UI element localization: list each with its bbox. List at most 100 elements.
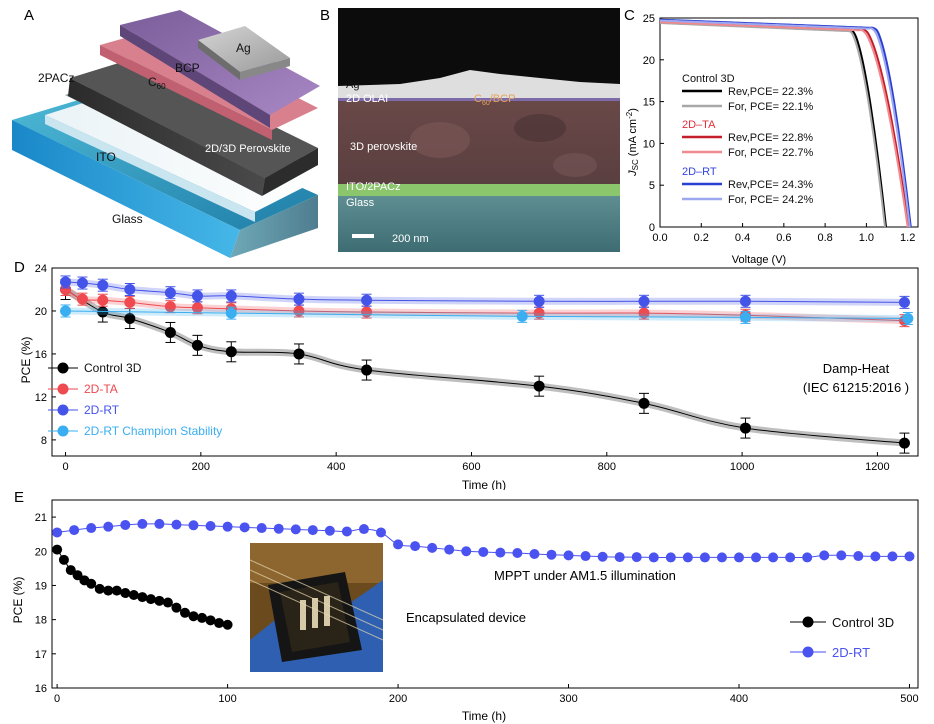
jv-ytick-label: 25 — [643, 13, 655, 25]
sem-label-olai: 2D OLAI — [346, 93, 388, 105]
damp-heat-xtick-label: 1200 — [865, 461, 889, 473]
mppt-legend-marker — [802, 646, 814, 658]
jv-ylabel: JSC (mA cm-2) — [625, 108, 640, 177]
mppt-point — [162, 597, 173, 608]
mppt-point — [188, 611, 199, 622]
damp-heat-legend-marker — [57, 404, 69, 416]
mppt-point — [52, 544, 63, 555]
mppt-point — [341, 526, 352, 537]
jv-xtick-label: 0.4 — [735, 232, 750, 244]
damp-heat-legend-label: Control 3D — [84, 361, 142, 375]
mppt-point — [785, 552, 796, 563]
mppt-point — [853, 551, 864, 562]
damp-heat-ytick-label: 20 — [35, 306, 47, 318]
mppt-point — [393, 539, 404, 550]
mppt-point — [580, 551, 591, 562]
label-perovskite: 2D/3D Perovskite — [205, 143, 291, 155]
mppt-point — [546, 549, 557, 560]
damp-heat-point — [164, 326, 176, 338]
mppt-point — [111, 585, 122, 596]
jv-xtick-label: 1.2 — [900, 232, 915, 244]
damp-heat-point — [739, 422, 751, 434]
damp-heat-point — [191, 290, 203, 302]
jv-legend-label: Rev,PCE= 22.3% — [728, 86, 813, 98]
damp-heat-xtick-label: 400 — [327, 461, 345, 473]
mppt-xtick-label: 100 — [218, 693, 236, 705]
mppt-point — [52, 527, 63, 538]
mppt-point — [72, 570, 83, 581]
damp-heat-point — [638, 397, 650, 409]
damp-heat-point — [60, 305, 72, 317]
damp-heat-point — [76, 293, 88, 305]
damp-heat-point — [638, 307, 650, 319]
jv-curve-5 — [659, 19, 911, 228]
damp-heat-point — [902, 312, 914, 324]
mppt-point — [290, 524, 301, 535]
mppt-ytick-label: 16 — [35, 683, 47, 695]
jv-xtick-label: 0.0 — [652, 232, 667, 244]
mppt-point — [410, 541, 421, 552]
damp-heat-point — [361, 294, 373, 306]
mppt-point — [222, 521, 233, 532]
mppt-point — [427, 542, 438, 553]
mppt-point — [887, 551, 898, 562]
ag-layer — [198, 26, 290, 72]
mppt-point — [836, 550, 847, 561]
damp-heat-point — [533, 380, 545, 392]
damp-heat-point — [164, 287, 176, 299]
jv-legend-label: Rev,PCE= 24.3% — [728, 179, 813, 191]
damp-heat-point — [898, 437, 910, 449]
device-stack-illustration: A Ag BCP C60 2PACz 2D/3D Perovskite ITO … — [12, 7, 320, 258]
mppt-legend-marker — [802, 616, 814, 628]
jv-legend-group: 2D–RT — [682, 166, 717, 178]
damp-heat-legend-label: 2D-RT — [84, 403, 120, 417]
glass-side-face — [12, 120, 240, 258]
jv-ytick-label: 0 — [649, 222, 655, 234]
mppt-point — [648, 552, 659, 563]
mppt-point — [478, 546, 489, 557]
damp-heat-legend-label: 2D-RT Champion Stability — [84, 424, 222, 438]
jv-legend-label: For, PCE= 22.1% — [728, 101, 814, 113]
damp-heat-point — [97, 294, 109, 306]
mppt-ytick-label: 20 — [35, 546, 47, 558]
mppt-point — [137, 518, 148, 529]
damp-heat-point — [739, 311, 751, 323]
damp-heat-point — [739, 295, 751, 307]
jv-legend-group: 2D–TA — [682, 119, 716, 131]
damp-heat-xtick-label: 800 — [598, 461, 616, 473]
label-ag: Ag — [236, 41, 251, 55]
mppt-point — [631, 552, 642, 563]
damp-heat-point — [361, 364, 373, 376]
label-glass: Glass — [112, 212, 143, 226]
mppt-point — [239, 522, 250, 533]
mppt-ytick-label: 17 — [35, 649, 47, 661]
mppt-point — [222, 619, 233, 630]
jv-xlabel: Voltage (V) — [732, 254, 786, 266]
mppt-point — [171, 519, 182, 530]
encapsulated-device-photo — [249, 543, 384, 672]
perovskite-side — [68, 78, 265, 196]
damp-heat-xtick-label: 0 — [62, 461, 68, 473]
jv-xtick-label: 0.8 — [817, 232, 832, 244]
jv-curve-3 — [659, 21, 909, 228]
mppt-point — [179, 607, 190, 618]
damp-heat-annotation: Damp-Heat — [823, 361, 890, 376]
mppt-point — [751, 552, 762, 563]
damp-heat-point — [124, 283, 136, 295]
damp-heat-legend-label: 2D-TA — [84, 382, 118, 396]
damp-heat-line-3 — [65, 310, 908, 319]
glass-front-face — [230, 195, 318, 258]
mppt-point — [86, 578, 97, 589]
jv-legend-label: Rev,PCE= 22.8% — [728, 132, 813, 144]
panel-letter-a: A — [24, 7, 34, 24]
label-ito: ITO — [96, 150, 116, 164]
damp-heat-point — [191, 302, 203, 314]
jv-xtick-label: 1.0 — [859, 232, 874, 244]
mppt-point — [65, 565, 76, 576]
damp-heat-point — [533, 295, 545, 307]
mppt-point — [614, 552, 625, 563]
damp-heat-legend-marker — [57, 425, 69, 437]
damp-heat-point — [516, 310, 528, 322]
damp-heat-point — [97, 306, 109, 318]
mppt-point — [682, 552, 693, 563]
